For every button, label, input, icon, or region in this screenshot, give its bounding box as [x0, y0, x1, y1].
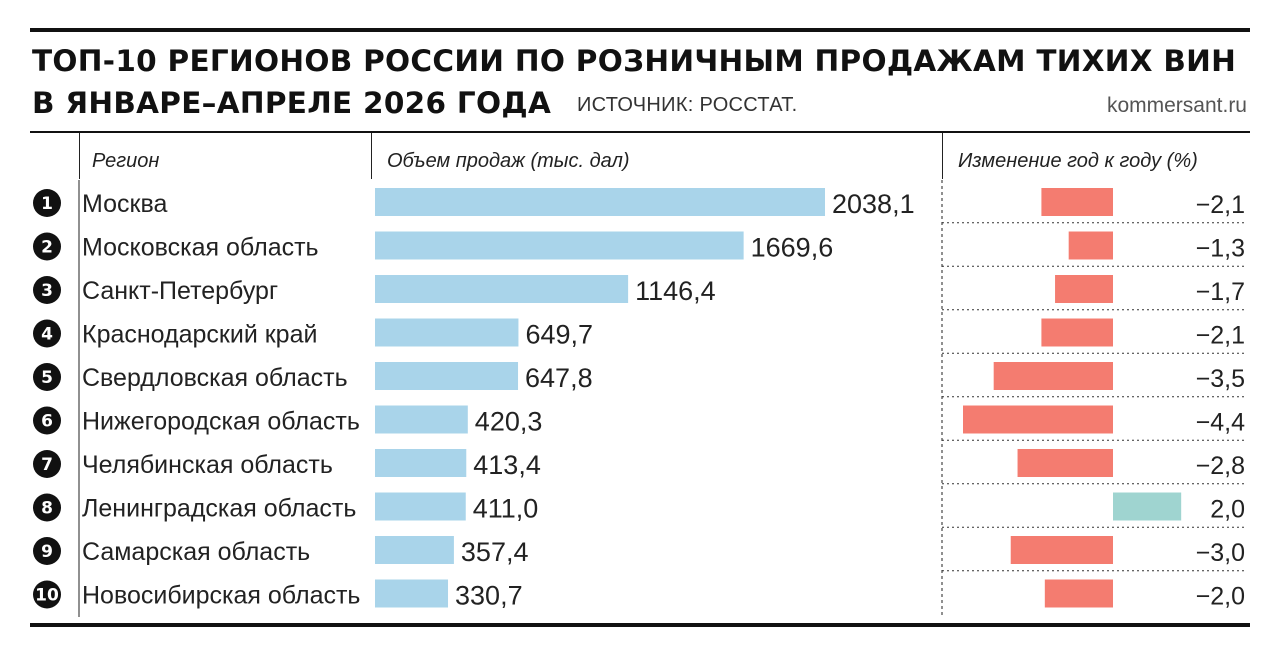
region-label: Московская область [82, 234, 319, 262]
volume-value-label: 1669,6 [751, 233, 834, 263]
rank-number: 7 [41, 455, 53, 475]
region-label: Челябинская область [82, 451, 333, 479]
header-rule [30, 131, 1250, 133]
rank-number: 10 [35, 586, 59, 606]
change-value-label: −1,3 [1196, 235, 1245, 263]
volume-value-label: 411,0 [473, 494, 539, 524]
divider-volume-change [942, 133, 943, 179]
volume-bar [375, 536, 454, 564]
region-label: Самарская область [82, 538, 310, 566]
volume-bar [375, 579, 449, 608]
change-value-label: −2,0 [1196, 583, 1245, 611]
change-value-label: −2,8 [1196, 452, 1245, 480]
change-value-label: −2,1 [1196, 322, 1245, 350]
rank-number: 9 [41, 542, 53, 562]
rank-badge [33, 450, 61, 478]
rank-badge [33, 363, 61, 391]
change-bar [1010, 536, 1113, 564]
volume-value-label: 420,3 [475, 407, 543, 437]
volume-bar [375, 275, 629, 303]
rank-badge [33, 537, 61, 565]
chart-title-line1: ТОП-10 РЕГИОНОВ РОССИИ ПО РОЗНИЧНЫМ ПРОД… [32, 44, 1237, 78]
rank-number: 6 [41, 412, 53, 432]
region-label: Краснодарский край [82, 321, 317, 349]
volume-value-label: 330,7 [455, 581, 523, 611]
region-label: Свердловская область [82, 364, 348, 392]
volume-value-label: 649,7 [525, 320, 593, 350]
change-value-label: −4,4 [1196, 409, 1245, 437]
change-value-label: −2,1 [1196, 191, 1245, 219]
change-bar [1017, 449, 1113, 477]
volume-value-label: 2038,1 [832, 189, 915, 219]
rank-badge [33, 580, 61, 609]
volume-value-label: 1146,4 [635, 276, 716, 306]
column-header-change: Изменение год к году (%) [958, 150, 1198, 172]
volume-bar [375, 188, 825, 216]
divider-rank-region [79, 133, 80, 179]
column-header-volume: Объем продаж (тыс. дал) [387, 150, 630, 172]
rank-badge [33, 189, 61, 217]
volume-bar [375, 492, 466, 521]
region-label: Москва [82, 190, 167, 218]
change-bar [963, 405, 1113, 434]
change-bar [1055, 275, 1113, 303]
divider-region-volume [371, 133, 372, 179]
region-label: Санкт-Петербург [82, 277, 278, 305]
rank-number: 8 [41, 499, 53, 519]
volume-value-label: 413,4 [473, 450, 541, 480]
rank-number: 4 [41, 325, 53, 345]
rank-badge [33, 406, 61, 435]
rank-number: 3 [41, 281, 53, 301]
chart-title-line2: В ЯНВАРЕ–АПРЕЛЕ 2026 ГОДА [32, 86, 552, 120]
rank-badge [33, 319, 61, 348]
rank-number: 2 [41, 238, 53, 258]
column-header-region: Регион [92, 150, 160, 172]
change-value-label: −1,7 [1196, 278, 1245, 306]
change-bar [1068, 231, 1113, 260]
region-label: Новосибирская область [82, 582, 360, 610]
site-credit: kommersant.ru [1106, 94, 1247, 117]
volume-bar [375, 318, 519, 347]
source-note: ИСТОЧНИК: РОССТАТ. [577, 94, 798, 116]
change-bar [1041, 188, 1113, 216]
rank-badge [33, 493, 61, 522]
volume-value-label: 647,8 [525, 363, 593, 393]
change-bar [993, 362, 1113, 390]
top-rule [30, 28, 1250, 32]
volume-bar [375, 405, 468, 434]
change-value-label: −3,5 [1196, 365, 1245, 393]
change-bar [1041, 318, 1113, 347]
rank-badge [33, 276, 61, 304]
rank-badge [33, 232, 61, 261]
volume-value-label: 357,4 [461, 537, 529, 567]
rank-number: 5 [41, 368, 53, 388]
volume-bar [375, 231, 744, 260]
region-label: Ленинградская область [82, 495, 356, 523]
change-value-label: 2,0 [1210, 496, 1245, 524]
change-bar [1113, 492, 1182, 521]
region-label: Нижегородская область [82, 408, 360, 436]
volume-bar [375, 362, 519, 390]
change-bar [1044, 579, 1113, 608]
rank-number: 1 [41, 194, 53, 214]
bottom-rule [30, 623, 1250, 627]
change-value-label: −3,0 [1196, 539, 1245, 567]
volume-bar [375, 449, 467, 477]
